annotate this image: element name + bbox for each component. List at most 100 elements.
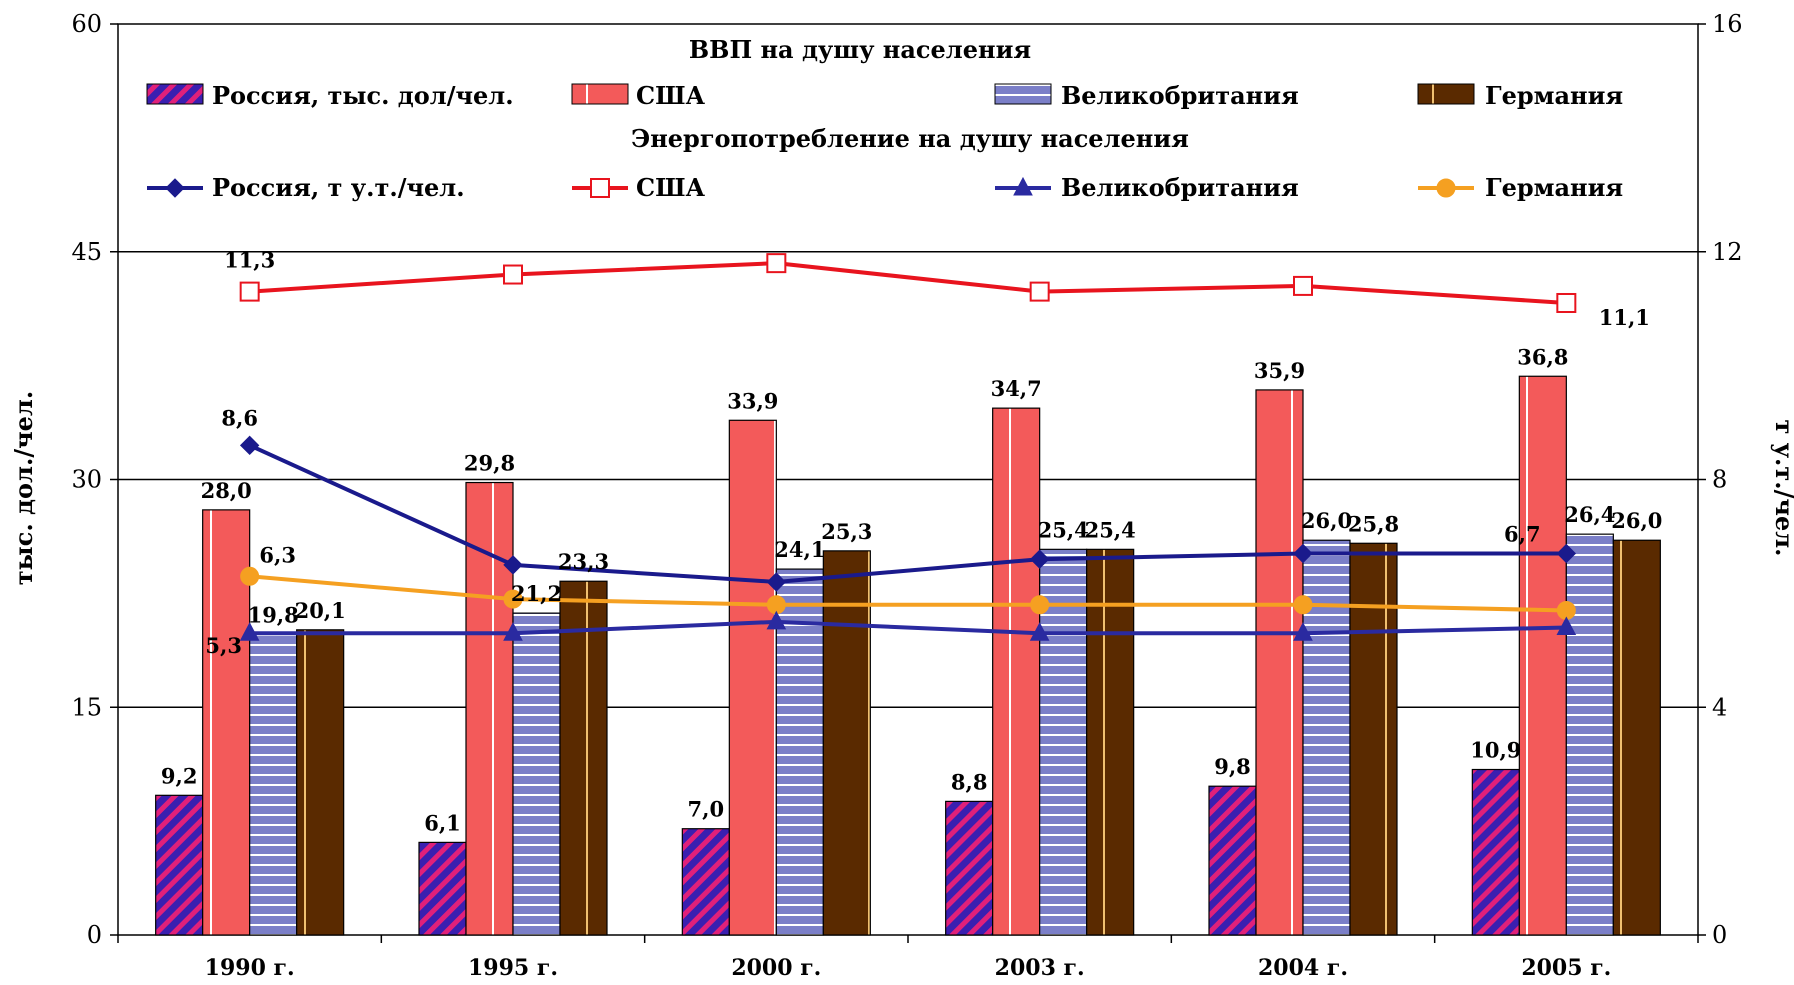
bar-uk	[775, 568, 824, 936]
y-right-tick-label: 0	[1712, 921, 1727, 949]
x-tick-label: 2003 г.	[995, 955, 1085, 981]
x-tick-label: 2004 г.	[1258, 955, 1348, 981]
bar-usa	[1255, 389, 1304, 936]
line-germany-point	[503, 589, 523, 609]
legend-title-lines: Энергопотребление на душу населения	[631, 124, 1189, 153]
line-russia-point	[1293, 543, 1313, 564]
y-left-tick-label: 15	[71, 693, 102, 721]
legend-swatch-germany-line	[1418, 178, 1474, 198]
bar-data-label: 24,1	[774, 537, 825, 562]
lines	[239, 253, 1577, 641]
bar-data-label: 6,1	[424, 810, 461, 835]
legend-title-bars: ВВП на душу населения	[689, 35, 1031, 64]
line-russia	[248, 443, 1567, 584]
bar-data-label: 10,9	[1470, 738, 1521, 763]
line-usa-point	[766, 253, 787, 274]
bar-data-label: 23,3	[558, 549, 609, 574]
legend-swatch-russia-bar	[146, 83, 204, 105]
line-russia-point	[1029, 549, 1050, 569]
legend-swatch-uk-bar	[994, 83, 1052, 105]
bar-uk	[1565, 533, 1614, 936]
bar-germany	[822, 550, 871, 936]
bar-germany	[1086, 548, 1135, 936]
bar-data-label: 35,9	[1254, 358, 1305, 383]
bar-russia	[945, 800, 994, 936]
line-germany	[249, 574, 1567, 613]
legend-swatch-germany-bar	[1417, 83, 1475, 105]
legend-swatch-russia-line	[147, 178, 203, 198]
bar-usa	[1518, 375, 1567, 936]
bar-data-label: 9,2	[161, 763, 198, 788]
bar-germany	[1349, 542, 1398, 936]
y-axis-right-label: т у.т./чел.	[1770, 419, 1794, 556]
legend-line-marker	[590, 178, 610, 198]
line-usa-point	[1556, 292, 1577, 313]
y-left-tick-label: 60	[71, 10, 102, 38]
bar-data-label: 7,0	[688, 797, 725, 822]
line-usa-point	[239, 281, 260, 302]
legend-swatch-usa-line	[572, 178, 628, 198]
bar-data-label: 34,7	[991, 376, 1042, 401]
bar-data-label: 28,0	[201, 478, 252, 503]
line-uk-point	[1029, 622, 1050, 641]
bar-russia	[155, 794, 204, 936]
legend-swatch-usa-bar	[571, 83, 629, 105]
line-germany-point	[240, 566, 260, 586]
legend-label-usa-bar: США	[636, 81, 706, 110]
legend-label-uk-line: Великобритания	[1061, 173, 1299, 202]
line-russia-point	[1556, 543, 1577, 564]
bar-russia	[681, 828, 730, 936]
bar-data-label: 20,1	[295, 598, 346, 623]
line-usa-point	[503, 264, 523, 285]
bar-germany	[296, 629, 345, 936]
legend-label-uk-bar: Великобритания	[1061, 81, 1299, 110]
bar-data-label: 25,4	[1085, 517, 1136, 542]
legend: ВВП на душу населения Энергопотребление …	[146, 35, 1623, 202]
bar-usa	[728, 419, 777, 936]
y-right-tick-label: 12	[1712, 238, 1743, 266]
y-right-tick-label: 16	[1712, 10, 1743, 38]
bar-data-label: 25,4	[1038, 517, 1089, 542]
line-russia-point	[766, 572, 787, 592]
y-left-tick-label: 0	[87, 921, 102, 949]
bar-uk	[512, 612, 561, 936]
line-germany-point	[1030, 595, 1050, 615]
line-uk-point	[1293, 622, 1313, 641]
y-left-tick-label: 45	[71, 238, 102, 266]
line-russia-point	[239, 435, 260, 456]
legend-label-russia-bar: Россия, тыс. дол/чел.	[212, 81, 514, 110]
bar-data-label: 8,8	[951, 769, 988, 794]
y-right-tick-label: 8	[1712, 466, 1727, 494]
bar-data-label: 9,8	[1214, 754, 1251, 779]
bar-russia	[418, 841, 467, 936]
y-right-tick-label: 4	[1712, 693, 1727, 721]
line-usa-point	[1293, 275, 1313, 296]
line-uk-point	[766, 610, 787, 630]
line-data-label: 6,7	[1504, 522, 1541, 547]
legend-label-germany-line: Германия	[1485, 173, 1623, 202]
bar-usa	[465, 481, 514, 936]
line-usa	[249, 261, 1567, 305]
bar-data-label: 36,8	[1517, 344, 1568, 369]
line-uk-point	[1556, 616, 1577, 636]
line-data-label: 5,3	[205, 633, 242, 658]
bar-data-label: 25,8	[1348, 511, 1399, 536]
legend-label-germany-bar: Германия	[1485, 81, 1623, 110]
y-axis-left-label: тыс. дол./чел.	[9, 391, 38, 585]
line-data-label: 6,3	[259, 542, 296, 567]
bar-russia	[1208, 785, 1257, 936]
axes: 0 15 30 45 60 0 4 8 12 16 1990 г. 1995 г. 2000 г. 200…	[71, 10, 1742, 981]
bar-data-label: 25,3	[821, 519, 872, 544]
legend-label-usa-line: США	[636, 173, 706, 202]
bar-data-label: 26,0	[1301, 508, 1352, 533]
x-tick-label: 2000 г.	[731, 955, 821, 981]
bar-uk	[1039, 548, 1088, 936]
bar-data-label: 21,2	[511, 581, 562, 606]
bar-data-label: 33,9	[727, 388, 778, 413]
legend-line-marker	[1013, 176, 1033, 196]
line-data-label: 11,3	[224, 248, 275, 273]
line-uk	[249, 619, 1567, 636]
line-data-label: 11,1	[1599, 305, 1650, 330]
line-russia-point	[503, 555, 523, 575]
